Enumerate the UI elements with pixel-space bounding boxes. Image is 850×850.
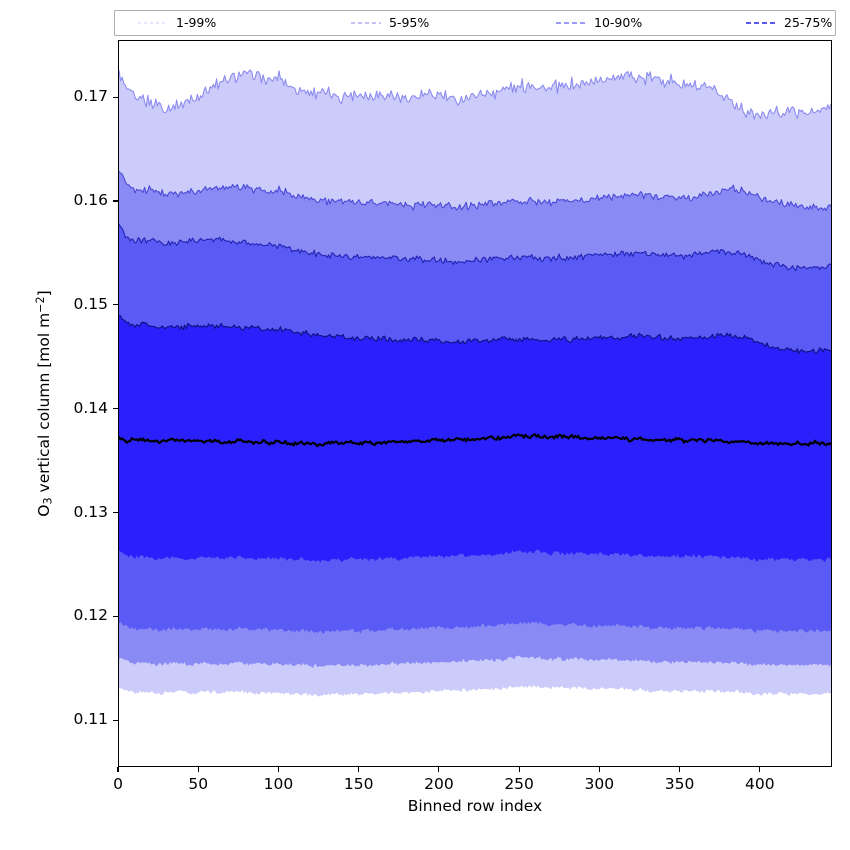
- y-tick-mark: [113, 719, 118, 721]
- y-tick-label: 0.12: [73, 606, 108, 625]
- x-tick-mark: [759, 767, 761, 772]
- y-tick-label: 0.11: [73, 710, 108, 729]
- y-tick-mark: [113, 304, 118, 306]
- chart-canvas: [119, 69, 831, 697]
- y-tick-label: 0.15: [73, 294, 108, 313]
- legend-label: 10-90%: [594, 14, 643, 30]
- x-tick-label: 100: [263, 775, 294, 793]
- y-tick-mark: [113, 511, 118, 514]
- x-tick-label: 0: [113, 775, 123, 793]
- y-tick-mark: [113, 200, 118, 202]
- y-axis-label: O3 vertical column [mol m−2]: [34, 290, 55, 517]
- x-tick-label: 150: [343, 775, 374, 793]
- median-line: [119, 433, 831, 448]
- legend-item-25to75pct[interactable]: 25-75%: [745, 14, 833, 30]
- x-tick-mark: [598, 767, 600, 772]
- x-tick-mark: [197, 767, 199, 772]
- y-tick-label: 0.13: [73, 502, 108, 521]
- legend-item-10to90pct[interactable]: 10-90%: [555, 14, 643, 30]
- x-axis-label: Binned row index: [407, 797, 543, 815]
- x-tick-label: 50: [188, 775, 209, 793]
- band-upper-line-1-99pct: [119, 69, 831, 120]
- y-tick-mark: [113, 96, 118, 98]
- x-tick-mark: [678, 767, 681, 772]
- legend-label: 25-75%: [784, 14, 833, 30]
- y-tick-label: 0.17: [73, 87, 108, 106]
- x-tick-label: 400: [745, 775, 775, 793]
- y-tick-mark: [113, 408, 118, 410]
- x-tick-label: 250: [504, 775, 534, 793]
- x-tick-label: 350: [664, 775, 695, 793]
- band-upper-line-10-90pct: [119, 223, 831, 272]
- x-tick-mark: [358, 767, 360, 772]
- y-tick-mark: [113, 615, 118, 617]
- x-tick-mark: [117, 767, 119, 772]
- x-tick-mark: [438, 767, 440, 772]
- legend-item-5to95pct[interactable]: 5-95%: [350, 14, 430, 30]
- y-tick-label: 0.16: [73, 190, 108, 209]
- legend-line-sample: [137, 17, 169, 29]
- x-tick-mark: [277, 767, 280, 772]
- x-tick-mark: [518, 767, 520, 772]
- legend-label: 5-95%: [389, 14, 430, 30]
- band-upper-line-25-75pct: [119, 315, 831, 354]
- plot-area: [118, 40, 832, 767]
- x-tick-label: 200: [424, 775, 454, 793]
- y-tick-label: 0.14: [73, 398, 108, 417]
- legend-label: 1-99%: [176, 14, 217, 30]
- legend-item-1to99pct[interactable]: 1-99%: [137, 14, 217, 30]
- legend-line-sample: [555, 17, 587, 29]
- chart-legend: 1-99%5-95%10-90%25-75%Median: [114, 10, 836, 36]
- legend-line-sample: [350, 17, 382, 29]
- band-upper-line-5-95pct: [119, 170, 831, 211]
- x-tick-label: 300: [584, 775, 615, 793]
- legend-line-sample: [745, 17, 777, 29]
